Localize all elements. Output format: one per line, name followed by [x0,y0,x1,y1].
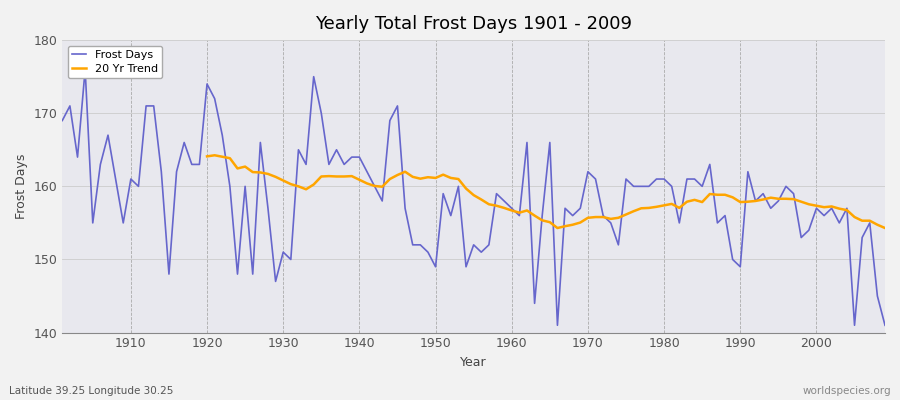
20 Yr Trend [689,198,700,202]
Text: Latitude 39.25 Longitude 30.25: Latitude 39.25 Longitude 30.25 [9,386,174,396]
Text: worldspecies.org: worldspecies.org [803,386,891,396]
20 Yr Trend [780,196,791,201]
Line: Frost Days: Frost Days [62,69,885,325]
X-axis label: Year: Year [460,356,487,369]
20 Yr Trend [301,187,311,192]
20 Yr Trend [202,154,212,159]
Legend: Frost Days, 20 Yr Trend: Frost Days, 20 Yr Trend [68,46,162,78]
Frost Days [57,118,68,123]
Title: Yearly Total Frost Days 1901 - 2009: Yearly Total Frost Days 1901 - 2009 [315,15,632,33]
Frost Days [125,177,136,182]
Frost Days [80,67,91,72]
Frost Days [613,242,624,247]
20 Yr Trend [796,199,806,204]
Frost Days [338,162,349,167]
Frost Days [552,323,562,328]
20 Yr Trend [415,176,426,181]
Y-axis label: Frost Days: Frost Days [15,154,28,219]
Frost Days [514,213,525,218]
20 Yr Trend [879,226,890,230]
20 Yr Trend [552,226,562,230]
Frost Days [879,323,890,328]
Line: 20 Yr Trend: 20 Yr Trend [207,155,885,228]
Frost Days [507,206,517,211]
Frost Days [293,147,304,152]
20 Yr Trend [209,153,220,158]
20 Yr Trend [864,218,875,223]
